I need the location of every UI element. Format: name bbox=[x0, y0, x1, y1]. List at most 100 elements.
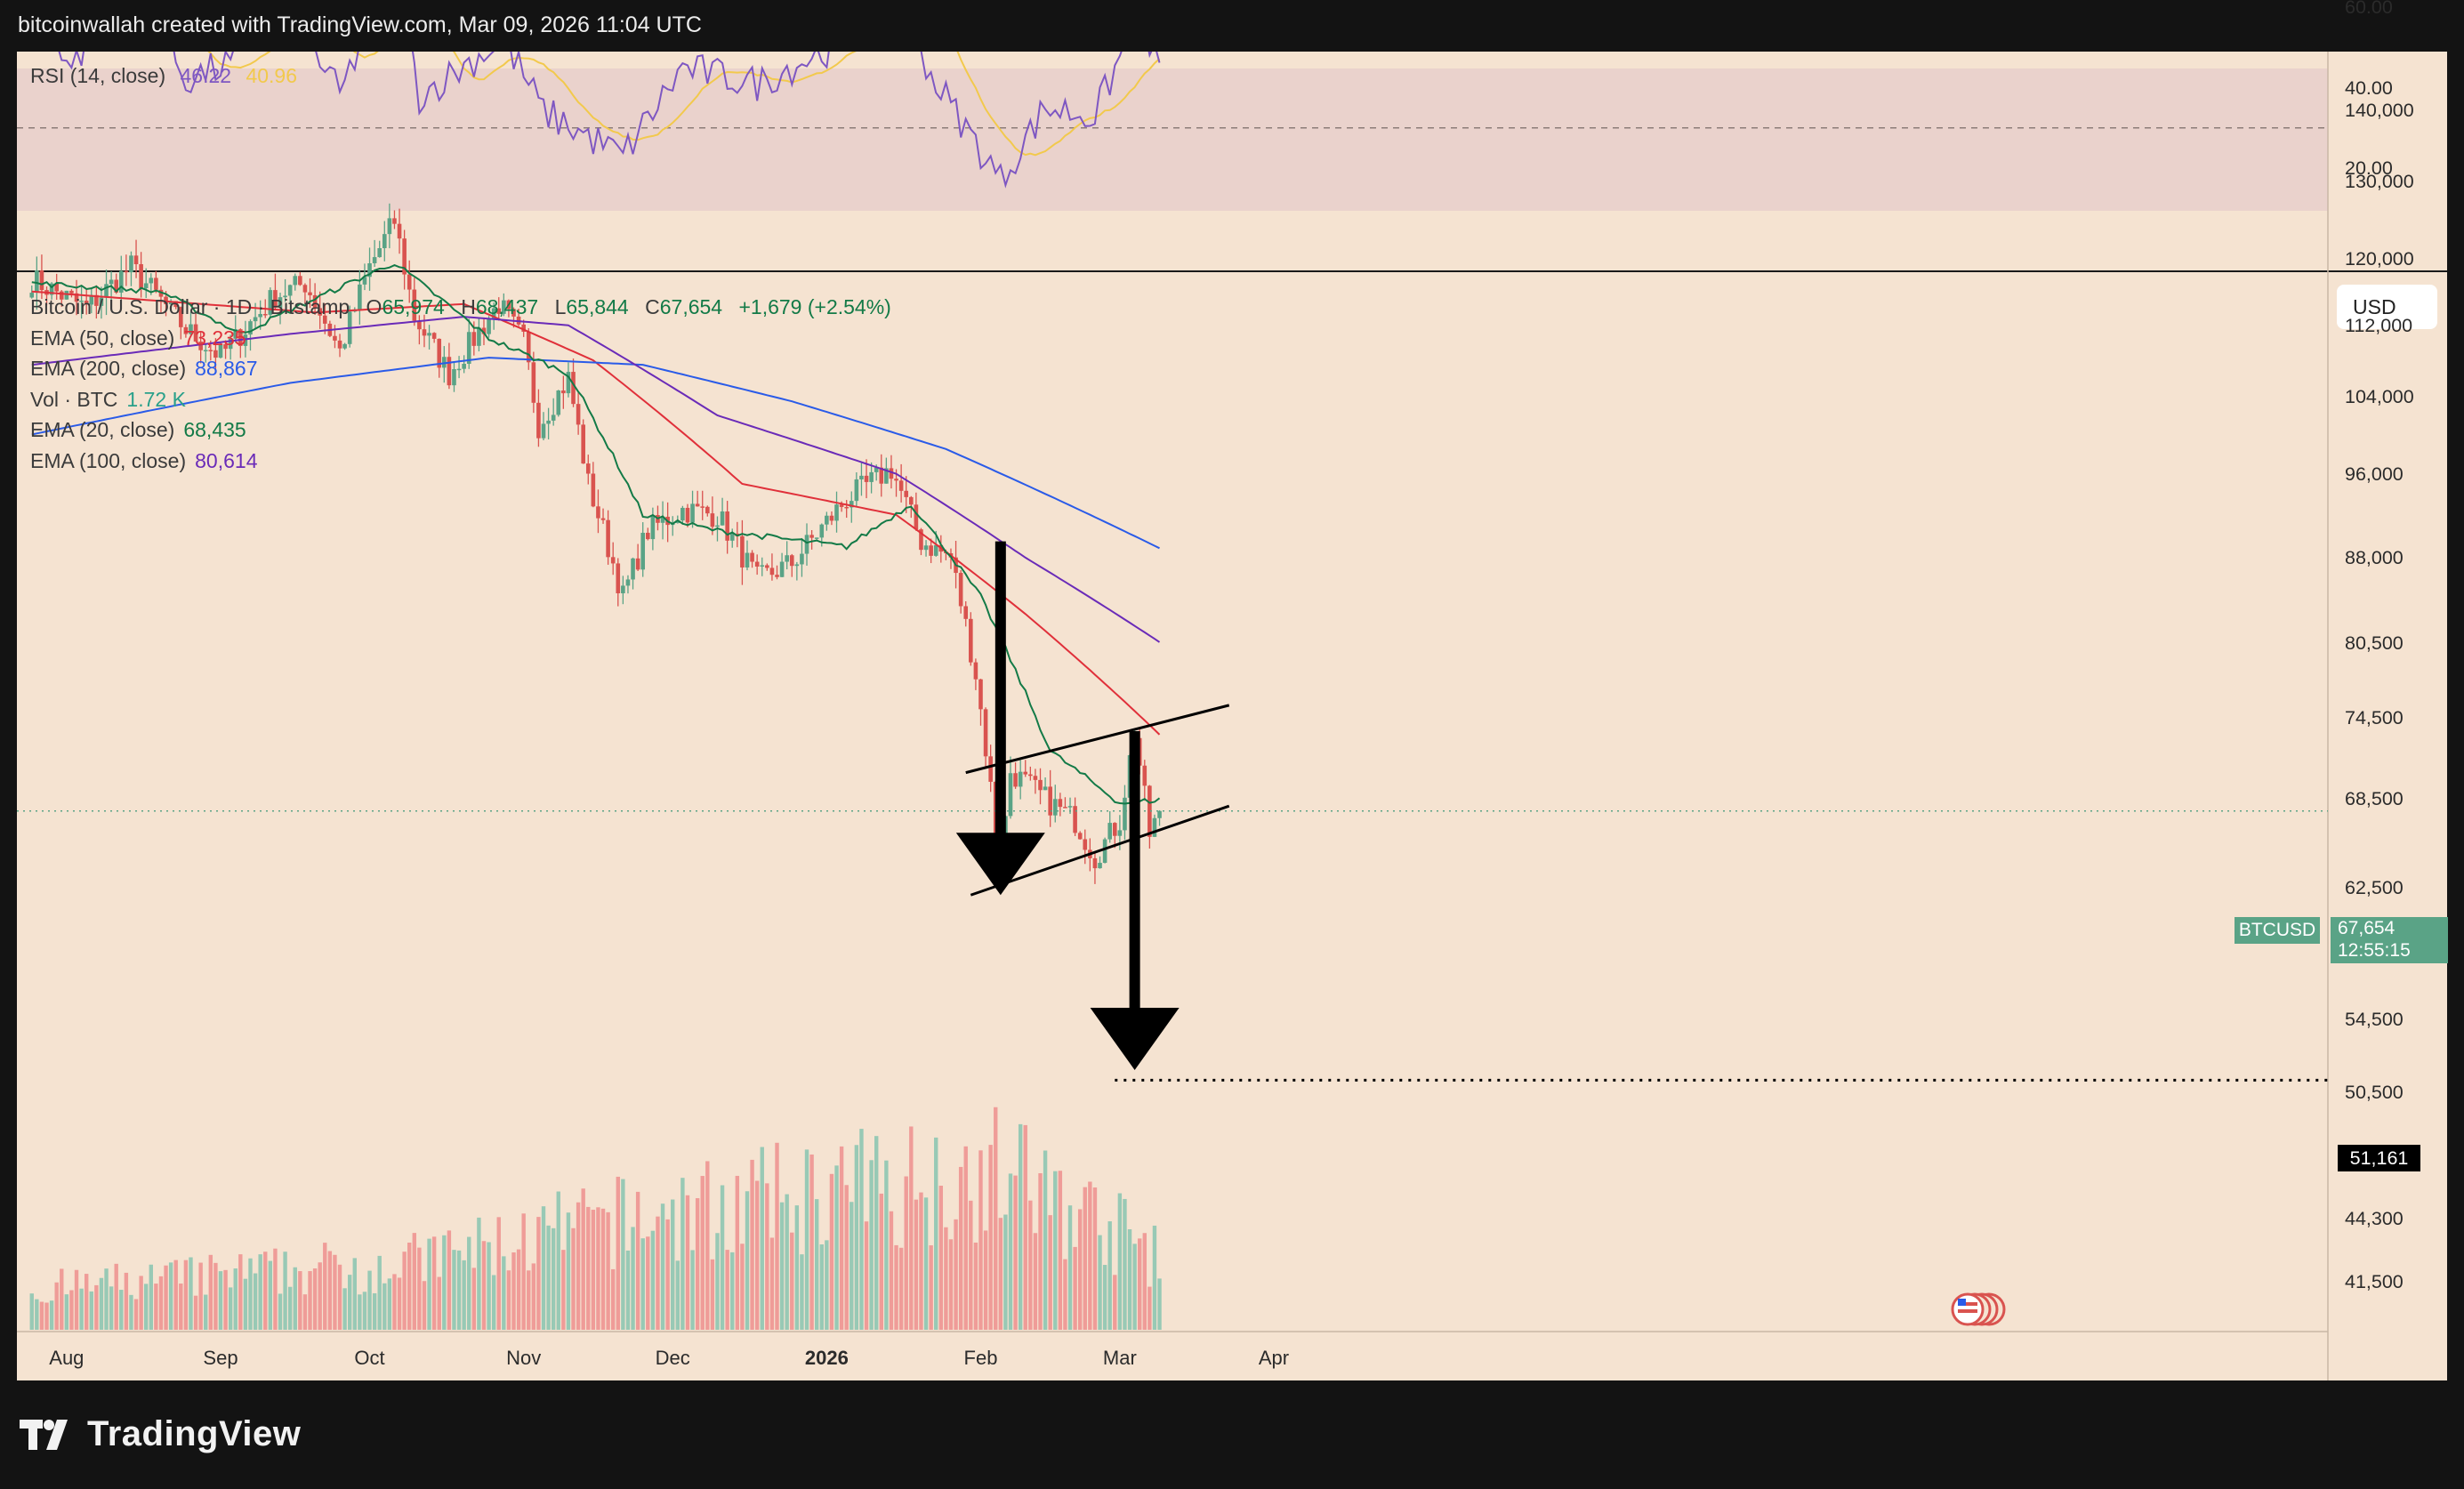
volume-bar bbox=[656, 1216, 660, 1330]
rsi-axis-label: 20.00 bbox=[2345, 157, 2393, 179]
volume-bar bbox=[923, 1197, 929, 1330]
volume-bar bbox=[372, 1292, 377, 1330]
volume-bar bbox=[765, 1183, 769, 1330]
candle-body bbox=[834, 504, 839, 521]
volume-bar bbox=[596, 1207, 600, 1330]
volume-bar bbox=[725, 1250, 729, 1330]
volume-bar bbox=[894, 1244, 898, 1330]
rsi-axis-label: 40.00 bbox=[2345, 76, 2393, 99]
indicator-row-volume: Vol · BTC 1.72 K bbox=[30, 387, 186, 411]
candle-body bbox=[869, 471, 874, 482]
candle-body bbox=[849, 501, 854, 508]
rsi-legend: RSI (14, close) 46.22 40.96 bbox=[30, 64, 297, 88]
channel-upper-line[interactable] bbox=[965, 704, 1230, 775]
candle-body bbox=[218, 343, 223, 358]
volume-bar bbox=[79, 1288, 84, 1330]
volume-bar bbox=[581, 1188, 585, 1330]
volume-bar bbox=[1157, 1278, 1162, 1330]
candle-body bbox=[765, 565, 769, 568]
volume-bar bbox=[323, 1243, 327, 1330]
candle-body bbox=[526, 331, 531, 363]
volume-bar bbox=[183, 1260, 189, 1330]
candle-body bbox=[680, 507, 685, 521]
volume-bar bbox=[154, 1284, 158, 1330]
volume-bar bbox=[740, 1244, 745, 1330]
drop-arrow-left[interactable] bbox=[955, 541, 1045, 896]
price-axis-label: 88,000 bbox=[2345, 546, 2404, 568]
volume-bar bbox=[273, 1248, 278, 1330]
candle-body bbox=[49, 283, 54, 295]
candle-body bbox=[1102, 839, 1107, 864]
volume-bar bbox=[551, 1227, 556, 1330]
candle-body bbox=[923, 545, 929, 551]
volume-bar bbox=[302, 1294, 308, 1330]
candle-body bbox=[521, 324, 526, 332]
volume-bar bbox=[1018, 1123, 1023, 1330]
candle-body bbox=[1107, 823, 1112, 840]
volume-bar bbox=[104, 1268, 109, 1330]
candle-body bbox=[154, 278, 158, 290]
currency-stack-icon[interactable] bbox=[1951, 1292, 2006, 1326]
chart-frame[interactable] bbox=[17, 52, 2447, 1380]
candle-body bbox=[909, 496, 914, 505]
candle-body bbox=[278, 297, 283, 308]
volume-bar bbox=[287, 1286, 293, 1330]
candle-body bbox=[729, 533, 735, 541]
volume-bar bbox=[412, 1233, 416, 1330]
volume-bar bbox=[1083, 1187, 1087, 1330]
candle-body bbox=[387, 218, 392, 235]
volume-bar bbox=[35, 1299, 39, 1330]
candle-body bbox=[312, 294, 318, 309]
volume-bar bbox=[705, 1161, 710, 1330]
volume-bar bbox=[611, 1268, 616, 1330]
volume-bar bbox=[407, 1243, 412, 1330]
candle-body bbox=[322, 315, 327, 324]
candle-body bbox=[1048, 786, 1052, 816]
volume-bar bbox=[238, 1254, 243, 1330]
volume-bar bbox=[1073, 1246, 1077, 1330]
volume-bar bbox=[39, 1301, 44, 1330]
chart-svg[interactable] bbox=[17, 52, 2447, 1380]
volume-bar bbox=[189, 1257, 193, 1330]
rsi-line bbox=[58, 52, 1161, 189]
volume-bar bbox=[660, 1203, 665, 1330]
candle-body bbox=[466, 332, 471, 365]
candle-body bbox=[874, 467, 879, 472]
candle-body bbox=[183, 326, 189, 334]
candle-body bbox=[715, 525, 720, 527]
volume-bar bbox=[1048, 1215, 1052, 1330]
volume-bar bbox=[442, 1235, 447, 1330]
volume-bar bbox=[308, 1271, 312, 1330]
volume-bar bbox=[561, 1250, 566, 1330]
candle-body bbox=[1147, 785, 1152, 837]
candle-body bbox=[1073, 806, 1077, 833]
channel-lower-line[interactable] bbox=[970, 804, 1230, 897]
volume-bar bbox=[546, 1225, 551, 1330]
candle-body bbox=[610, 557, 616, 564]
volume-bar bbox=[387, 1278, 392, 1330]
volume-bar bbox=[149, 1264, 153, 1330]
candle-body bbox=[427, 333, 431, 336]
candle-body bbox=[258, 314, 262, 318]
candle-body bbox=[1043, 786, 1048, 791]
candle-body bbox=[228, 338, 233, 350]
volume-bar bbox=[978, 1150, 983, 1330]
volume-bar bbox=[233, 1268, 238, 1330]
candle-body bbox=[600, 518, 606, 520]
candle-body bbox=[551, 415, 556, 421]
rsi-legend-label: RSI (14, close) bbox=[30, 64, 166, 87]
volume-bar bbox=[1003, 1214, 1008, 1330]
volume-bar bbox=[312, 1268, 318, 1330]
candle-body bbox=[1092, 857, 1098, 869]
drop-arrow-right[interactable] bbox=[1090, 730, 1180, 1071]
tradingview-logo[interactable]: TradingView bbox=[20, 1414, 301, 1454]
price-axis-label: 54,500 bbox=[2345, 1008, 2404, 1030]
candle-body bbox=[168, 301, 173, 305]
candle-body bbox=[1123, 797, 1127, 831]
volume-bar bbox=[124, 1272, 129, 1330]
candle-body bbox=[1023, 771, 1028, 775]
currency-button[interactable]: USD bbox=[2337, 285, 2437, 329]
volume-bar bbox=[198, 1262, 203, 1330]
candle-body bbox=[978, 679, 983, 710]
candle-body bbox=[775, 575, 779, 577]
